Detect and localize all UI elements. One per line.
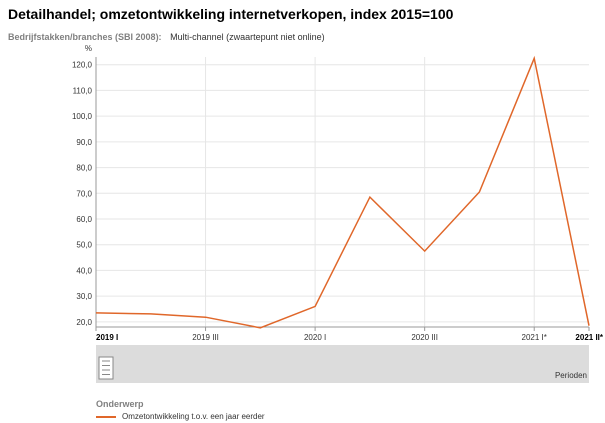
- page-title: Detailhandel; omzetontwikkeling internet…: [8, 6, 454, 22]
- legend-item[interactable]: Omzetontwikkeling t.o.v. een jaar eerder: [96, 412, 265, 421]
- x-tick-label: 2021 II*: [575, 333, 603, 342]
- y-tick-label: 80,0: [76, 164, 92, 173]
- filter-value[interactable]: Multi-channel (zwaartepunt niet online): [170, 32, 325, 42]
- filter-label: Bedrijfstakken/branches (SBI 2008):: [8, 32, 162, 42]
- axis-layer: 20,0 30,0 40,0 50,0 60,0 70,0 80,0 90,0 100,0 110…: [72, 44, 604, 342]
- series-layer: [95, 55, 590, 329]
- x-tick-label: 2021 I*: [522, 333, 547, 342]
- navigator-band: [96, 345, 589, 383]
- legend-title: Onderwerp: [96, 399, 144, 409]
- series-line: [95, 55, 590, 329]
- grid-layer: [96, 57, 589, 327]
- navigator[interactable]: Perioden: [96, 345, 589, 383]
- y-tick-label: 40,0: [76, 266, 92, 275]
- x-tick-label: 2020 I: [304, 333, 326, 342]
- y-axis-unit: %: [85, 44, 92, 53]
- x-tick-label: 2020 III: [411, 333, 438, 342]
- y-tick-label: 120,0: [72, 61, 93, 70]
- filter-row: Bedrijfstakken/branches (SBI 2008): Mult…: [8, 32, 325, 42]
- y-tick-label: 20,0: [76, 318, 92, 327]
- x-tick-label: 2019 III: [192, 333, 219, 342]
- legend-swatch: [96, 415, 116, 418]
- grid-handle-icon[interactable]: [98, 356, 114, 380]
- y-tick-label: 60,0: [76, 215, 92, 224]
- y-tick-label: 30,0: [76, 292, 92, 301]
- y-tick-label: 110,0: [73, 86, 93, 95]
- y-tick-label: 100,0: [72, 112, 93, 121]
- y-tick-label: 70,0: [76, 189, 92, 198]
- legend-item-label: Omzetontwikkeling t.o.v. een jaar eerder: [122, 412, 265, 421]
- periods-label: Perioden: [555, 371, 587, 380]
- grid-handle-frame: [98, 356, 114, 380]
- y-tick-label: 90,0: [76, 138, 92, 147]
- x-tick-label: 2019 I: [96, 333, 118, 342]
- y-tick-label: 50,0: [76, 241, 92, 250]
